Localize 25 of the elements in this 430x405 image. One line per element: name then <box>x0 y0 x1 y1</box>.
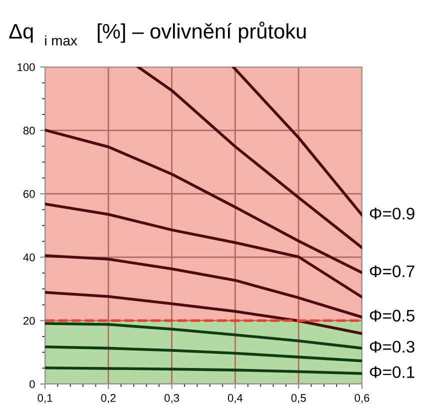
y-tick-label: 20 <box>23 316 35 325</box>
x-tick-label: 0,2 <box>101 394 116 404</box>
y-tick-label: 100 <box>18 63 35 72</box>
line-series <box>136 67 362 250</box>
line-series <box>232 67 362 216</box>
series-label: Φ=0.9 <box>370 208 414 220</box>
line-series <box>45 254 362 319</box>
y-tick-label: 60 <box>23 190 35 198</box>
line-series <box>45 202 362 299</box>
line-series <box>45 346 362 362</box>
x-tick-label: 0,4 <box>228 394 243 404</box>
line-series <box>45 322 362 350</box>
x-tick-label: 0,5 <box>291 394 306 404</box>
y-tick-label: 80 <box>23 126 35 135</box>
x-tick-label: 0,6 <box>354 394 370 404</box>
y-tick-label: 40 <box>23 253 35 262</box>
x-tick-label: 0,3 <box>164 394 180 404</box>
line-series <box>45 290 362 335</box>
series-label: Φ=0.1 <box>370 366 414 378</box>
line-series <box>45 128 362 274</box>
series-label: Φ=0.7 <box>370 265 414 278</box>
x-tick-label: 0,1 <box>38 394 52 404</box>
y-tick-label: 0 <box>30 380 35 388</box>
series-label: Φ=0.5 <box>370 310 414 322</box>
series-label: Φ=0.3 <box>370 340 414 353</box>
